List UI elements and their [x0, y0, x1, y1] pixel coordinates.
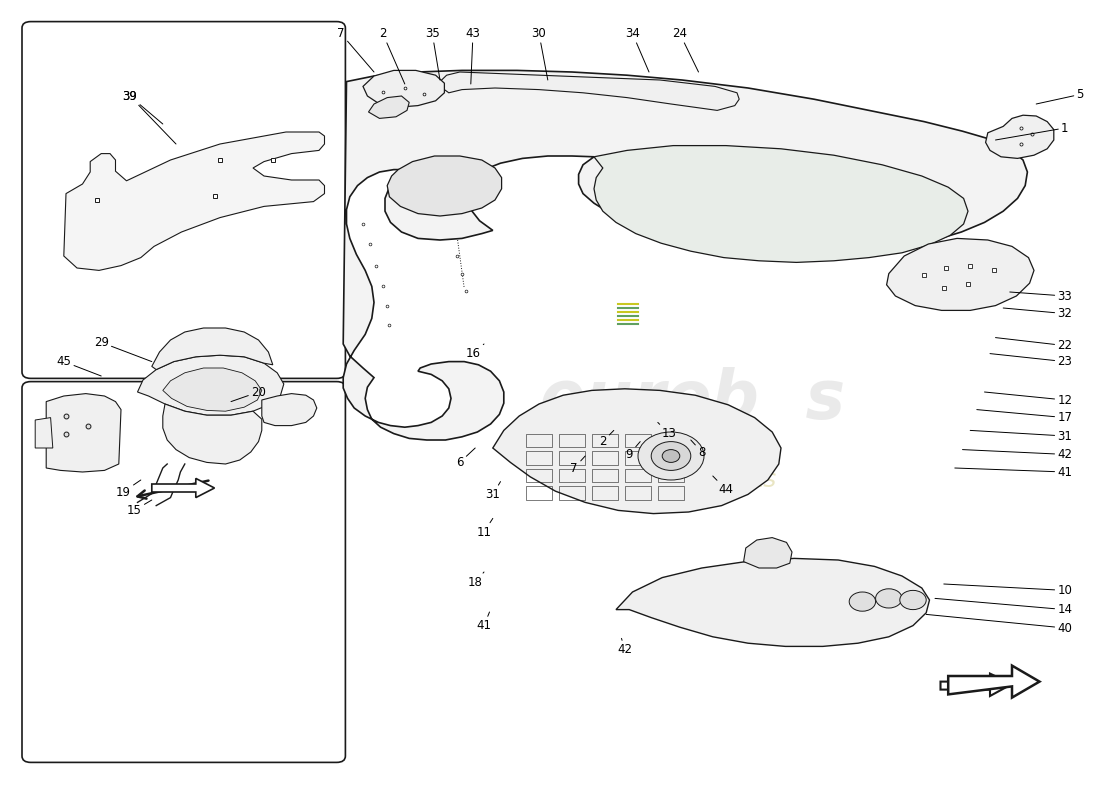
Polygon shape	[262, 394, 317, 426]
Text: 15: 15	[126, 500, 152, 517]
Text: eurob  s: eurob s	[540, 367, 846, 433]
Text: 2: 2	[600, 430, 614, 448]
Text: 20: 20	[231, 386, 266, 402]
Bar	[592, 434, 618, 447]
Text: 41: 41	[955, 466, 1072, 478]
Text: 17: 17	[977, 410, 1072, 424]
Text: 39: 39	[122, 90, 163, 124]
Bar	[526, 434, 552, 447]
Text: 31: 31	[485, 482, 501, 501]
Polygon shape	[64, 132, 324, 270]
Text: 9: 9	[626, 442, 640, 461]
Polygon shape	[138, 355, 284, 415]
Bar	[592, 469, 618, 482]
Text: 6: 6	[456, 448, 475, 469]
Text: 29: 29	[94, 336, 152, 362]
Polygon shape	[940, 674, 1012, 696]
Text: 45: 45	[56, 355, 101, 376]
Text: 14: 14	[935, 598, 1072, 616]
Polygon shape	[46, 394, 121, 472]
Polygon shape	[152, 478, 214, 498]
Circle shape	[849, 592, 876, 611]
Polygon shape	[163, 404, 262, 464]
Text: 5: 5	[1036, 88, 1084, 104]
Circle shape	[900, 590, 926, 610]
Text: 18: 18	[468, 572, 484, 589]
Text: 34: 34	[625, 27, 649, 72]
Polygon shape	[887, 238, 1034, 310]
Polygon shape	[152, 328, 273, 370]
Polygon shape	[363, 70, 444, 107]
Bar	[559, 469, 585, 482]
Bar	[559, 451, 585, 465]
Bar	[658, 469, 684, 482]
Text: 19: 19	[116, 480, 141, 498]
Bar	[625, 451, 651, 465]
Text: 8: 8	[691, 440, 705, 458]
Text: 42: 42	[962, 448, 1072, 461]
Bar	[526, 486, 552, 500]
Text: 41: 41	[476, 612, 492, 632]
Bar	[625, 469, 651, 482]
Bar	[526, 469, 552, 482]
Text: 23: 23	[990, 354, 1072, 368]
Text: 22: 22	[996, 338, 1072, 352]
Text: 33: 33	[1010, 290, 1072, 302]
Bar	[592, 451, 618, 465]
Polygon shape	[616, 558, 930, 646]
Text: 40: 40	[926, 614, 1072, 634]
Text: 2: 2	[379, 27, 405, 84]
Text: 1: 1	[996, 122, 1068, 140]
Text: 7: 7	[338, 27, 374, 72]
Text: 35: 35	[425, 27, 440, 80]
Polygon shape	[343, 70, 1027, 440]
Polygon shape	[744, 538, 792, 568]
Polygon shape	[948, 666, 1040, 698]
Polygon shape	[986, 115, 1054, 158]
Text: 11: 11	[476, 518, 493, 538]
Text: 10: 10	[944, 584, 1072, 597]
Circle shape	[876, 589, 902, 608]
FancyBboxPatch shape	[22, 22, 345, 378]
Text: 13: 13	[658, 422, 676, 440]
Polygon shape	[35, 418, 53, 448]
Bar	[625, 486, 651, 500]
Polygon shape	[493, 389, 781, 514]
Bar	[658, 434, 684, 447]
Circle shape	[651, 442, 691, 470]
FancyBboxPatch shape	[22, 382, 345, 762]
Text: 12: 12	[984, 392, 1072, 406]
Text: 30: 30	[531, 27, 548, 80]
Text: 43: 43	[465, 27, 481, 84]
Polygon shape	[440, 72, 739, 110]
Text: 44: 44	[713, 476, 734, 496]
Polygon shape	[594, 146, 968, 262]
Polygon shape	[368, 96, 409, 118]
Text: 16: 16	[465, 344, 484, 360]
Bar	[592, 486, 618, 500]
Text: 7: 7	[571, 456, 585, 474]
Bar	[526, 451, 552, 465]
Text: 31: 31	[970, 430, 1072, 442]
Text: a passion for parts: a passion for parts	[543, 468, 777, 492]
Bar	[559, 486, 585, 500]
Polygon shape	[163, 368, 262, 411]
Polygon shape	[387, 156, 502, 216]
Circle shape	[662, 450, 680, 462]
Text: 32: 32	[1003, 307, 1072, 320]
Text: 39: 39	[122, 90, 176, 144]
Bar	[658, 451, 684, 465]
Text: 24: 24	[672, 27, 698, 72]
Bar	[658, 486, 684, 500]
Bar	[559, 434, 585, 447]
Text: 42: 42	[617, 638, 632, 656]
Circle shape	[638, 432, 704, 480]
Bar	[625, 434, 651, 447]
